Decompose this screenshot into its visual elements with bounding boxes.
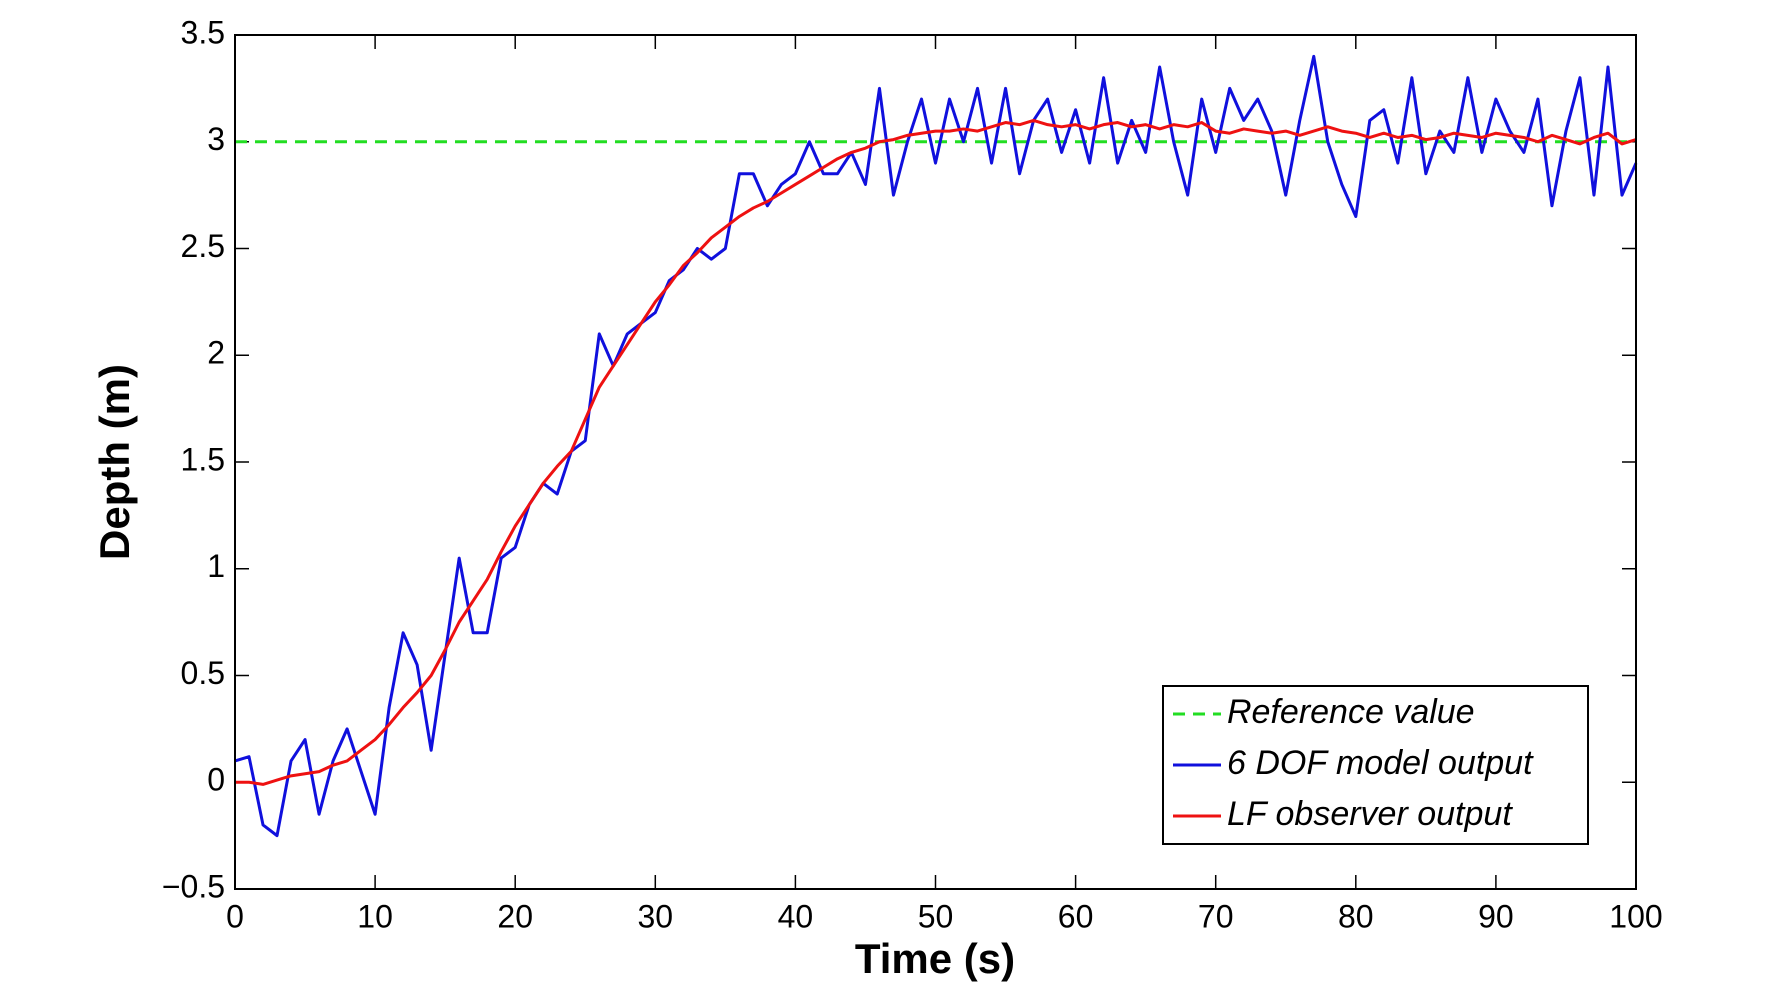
x-tick-label: 60 (1058, 898, 1094, 934)
legend-label: 6 DOF model output (1227, 744, 1534, 782)
y-tick-label: 0.5 (181, 655, 225, 691)
y-tick-label: 3 (207, 121, 225, 157)
x-tick-label: 30 (638, 898, 674, 934)
x-tick-label: 10 (357, 898, 393, 934)
x-tick-label: 100 (1609, 898, 1662, 934)
x-tick-label: 90 (1478, 898, 1514, 934)
x-tick-label: 70 (1198, 898, 1234, 934)
legend-box (1162, 685, 1589, 845)
legend-label: Reference value (1227, 693, 1475, 731)
x-tick-label: 0 (226, 898, 244, 934)
series-line (235, 118, 1637, 786)
y-tick-label: 0 (207, 762, 225, 798)
legend-label: LF observer output (1227, 795, 1513, 833)
y-tick-label: 2.5 (181, 228, 225, 264)
x-tick-label: 40 (778, 898, 814, 934)
x-tick-label: 20 (497, 898, 533, 934)
x-tick-label: 80 (1338, 898, 1374, 934)
y-axis-label: Depth (m) (91, 364, 138, 560)
plot-frame (234, 34, 1637, 890)
y-tick-label: 1.5 (181, 441, 225, 477)
x-tick-label: 50 (918, 898, 954, 934)
y-tick-label: 3.5 (181, 14, 225, 50)
y-tick-label: 1 (207, 548, 225, 584)
x-axis-label: Time (s) (855, 935, 1015, 982)
y-tick-label: 2 (207, 335, 225, 371)
y-tick-label: −0.5 (162, 868, 225, 904)
